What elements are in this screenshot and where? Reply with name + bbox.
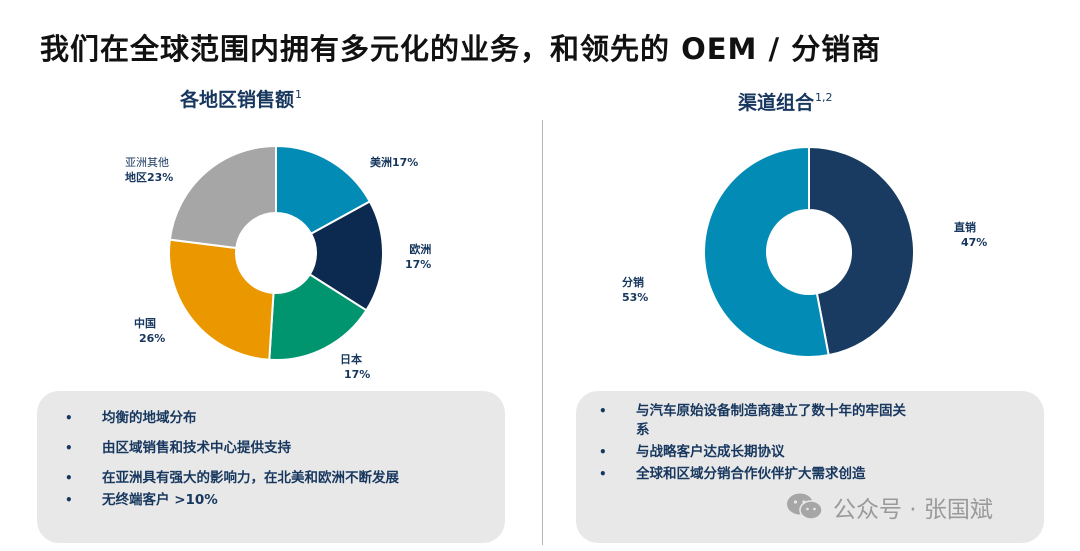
regional-highlights-list: 均衡的地域分布 由区域销售和技术中心提供支持 在亚洲具有强大的影响力，在北美和欧… bbox=[65, 409, 465, 521]
label-rest-of-asia: 亚洲其他 地区23% bbox=[125, 156, 174, 184]
label-distribution: 分销 53% bbox=[622, 276, 649, 304]
panel-divider bbox=[542, 120, 543, 545]
regional-sales-slice bbox=[168, 144, 277, 250]
regional-sales-slice bbox=[168, 238, 275, 361]
list-item: 由区域销售和技术中心提供支持 bbox=[65, 439, 465, 457]
page-title: 我们在全球范围内拥有多元化的业务，和领先的 OEM / 分销商 bbox=[40, 32, 882, 66]
label-japan: 日本 17% bbox=[340, 353, 371, 381]
wechat-icon bbox=[785, 492, 825, 522]
channel-mix-title-text: 渠道组合 bbox=[738, 92, 815, 114]
channel-mix-subtitle: 渠道组合1,2 bbox=[738, 88, 833, 115]
label-europe: 欧洲 17% bbox=[405, 243, 432, 271]
list-item: 均衡的地域分布 bbox=[65, 409, 465, 427]
label-direct-sales: 直销 47% bbox=[954, 221, 988, 249]
list-item: 无终端客户 >10% bbox=[65, 491, 465, 509]
label-china: 中国 26% bbox=[134, 317, 166, 345]
channel-mix-slice bbox=[703, 145, 830, 358]
list-item: 与汽车原始设备制造商建立了数十年的牢固关系 bbox=[599, 402, 919, 440]
channel-highlights-list: 与汽车原始设备制造商建立了数十年的牢固关系 与战略客户达成长期协议 全球和区域分… bbox=[599, 402, 979, 487]
regional-sales-slice bbox=[308, 200, 384, 312]
list-item: 全球和区域分销合作伙伴扩大需求创造 bbox=[599, 465, 979, 484]
footnote-marker: 1,2 bbox=[815, 91, 833, 104]
regional-sales-subtitle: 各地区销售额1 bbox=[180, 85, 302, 112]
footnote-marker: 1 bbox=[295, 88, 303, 101]
list-item: 在亚洲具有强大的影响力，在北美和欧洲不断发展 bbox=[65, 469, 465, 487]
list-item: 与战略客户达成长期协议 bbox=[599, 443, 979, 462]
watermark-text: 公众号 · 张国斌 bbox=[833, 497, 993, 523]
regional-sales-slice bbox=[268, 273, 368, 361]
regional-sales-title-text: 各地区销售额 bbox=[180, 89, 295, 111]
label-americas: 美洲17% bbox=[370, 156, 419, 169]
channel-mix-slice bbox=[808, 145, 915, 357]
watermark: 公众号 · 张国斌 bbox=[785, 490, 993, 524]
regional-sales-slice bbox=[275, 144, 372, 236]
